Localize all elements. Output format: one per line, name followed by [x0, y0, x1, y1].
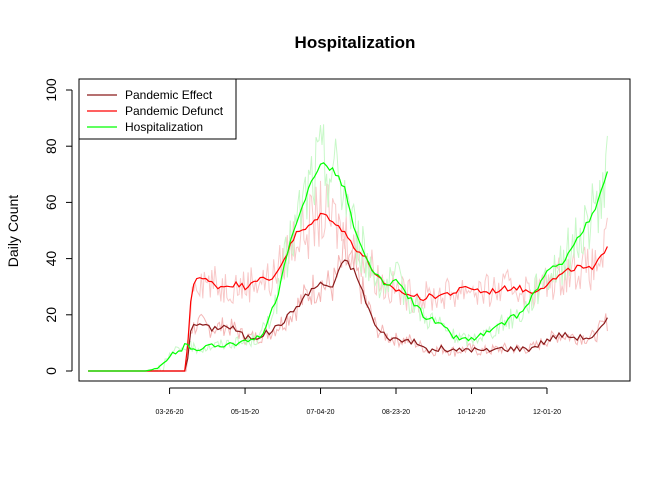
legend-label-2: Hospitalization	[125, 120, 203, 134]
y-tick-label-2: 40	[43, 251, 59, 267]
legend: Pandemic Effect Pandemic Defunct Hospitali…	[79, 79, 236, 139]
legend-label-1: Pandemic Defunct	[125, 104, 224, 118]
y-tick-label-5: 100	[43, 78, 59, 102]
x-tick-label-2: 07-04-20	[307, 409, 335, 416]
y-tick-label-3: 60	[43, 194, 59, 210]
y-tick-label-4: 80	[43, 138, 59, 154]
x-tick-label-3: 08-23-20	[382, 409, 410, 416]
chart-title: Hospitalization	[295, 33, 416, 52]
y-tick-label-1: 20	[43, 307, 59, 323]
x-tick-label-1: 05-15-20	[231, 409, 259, 416]
legend-label-0: Pandemic Effect	[125, 88, 213, 102]
x-tick-label-5: 12-01-20	[533, 409, 561, 416]
x-tick-label-4: 10-12-20	[457, 409, 485, 416]
y-axis-label: Daily Count	[5, 195, 21, 267]
x-tick-label-0: 03-26-20	[156, 409, 184, 416]
y-tick-label-0: 0	[43, 367, 59, 375]
